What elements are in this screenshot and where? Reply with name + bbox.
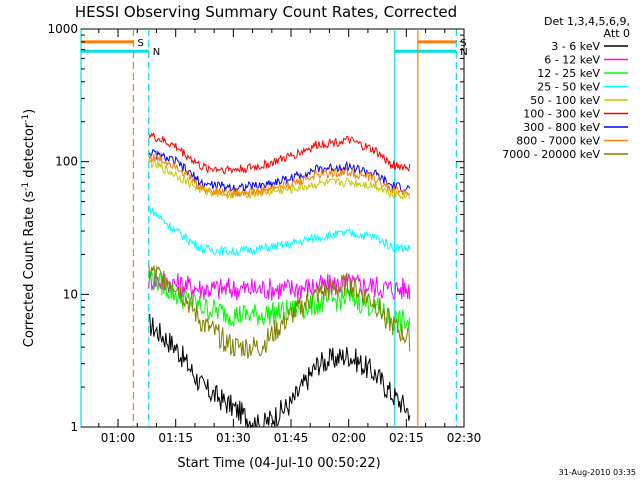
series-layer [148, 132, 411, 429]
series-line [148, 158, 411, 201]
flags-layer: S SN N [81, 38, 468, 58]
vertical-markers-layer [80, 29, 457, 427]
x-ticks-layer: 01:00 01:15 01:30 01:45 02:00 02:15 02:30 [98, 29, 482, 445]
legend-label: 25 - 50 keV [537, 81, 600, 94]
series-line [148, 271, 411, 301]
legend-label: 7000 - 20000 keV [502, 148, 600, 161]
y-axis-label-sup1: -1 [21, 182, 31, 191]
y-tick-label: 1000 [47, 22, 78, 36]
x-tick-label: 01:00 [101, 431, 136, 445]
y-axis-label-sup2: -1 [21, 114, 31, 123]
y-tick-label: 1 [70, 420, 78, 434]
y-axis-label: Corrected Count Rate (s-1 detector-1) [21, 109, 37, 347]
legend-label: 50 - 100 keV [530, 94, 600, 107]
legend-label: 6 - 12 keV [544, 54, 600, 67]
x-tick-label: 02:30 [447, 431, 482, 445]
legend-label: 300 - 800 keV [523, 121, 600, 134]
flag-label: S [137, 38, 143, 49]
series-line [148, 314, 411, 429]
y-ticks-layer: 1 10 100 1000 [47, 22, 464, 434]
flag-label: N [460, 47, 467, 58]
x-tick-label: 01:30 [216, 431, 251, 445]
legend-label: 800 - 7000 keV [516, 135, 600, 148]
plot-frame [80, 28, 465, 428]
y-tick-label: 100 [55, 155, 78, 169]
footer-date: 31-Aug-2010 03:35 [559, 468, 636, 477]
series-line [148, 154, 411, 199]
x-tick-label: 02:15 [389, 431, 424, 445]
x-tick-label: 01:15 [158, 431, 193, 445]
y-axis-label-main: Corrected Count Rate (s [22, 191, 37, 348]
series-line [148, 206, 411, 258]
plot-area [80, 28, 465, 428]
series-line [148, 132, 411, 175]
legend-header-line1: Det 1,3,4,5,6,9, [544, 15, 630, 28]
flag-label: N [153, 47, 160, 58]
legend-label: 100 - 300 keV [523, 108, 600, 121]
flag-label: S [460, 38, 466, 49]
legend-header-line2: Att 0 [604, 27, 630, 40]
y-axis-label-end: ) [22, 109, 37, 114]
y-axis-label-mid: detector [22, 122, 37, 182]
x-tick-label: 01:45 [274, 431, 309, 445]
x-axis-label: Start Time (04-Jul-10 00:50:22) [177, 456, 380, 471]
series-line [148, 264, 411, 359]
y-tick-label: 10 [63, 287, 78, 301]
legend-label: 12 - 25 keV [537, 67, 600, 80]
x-tick-label: 02:00 [331, 431, 366, 445]
legend-label: 3 - 6 keV [551, 40, 600, 53]
chart-title: HESSI Observing Summary Count Rates, Cor… [75, 3, 457, 21]
